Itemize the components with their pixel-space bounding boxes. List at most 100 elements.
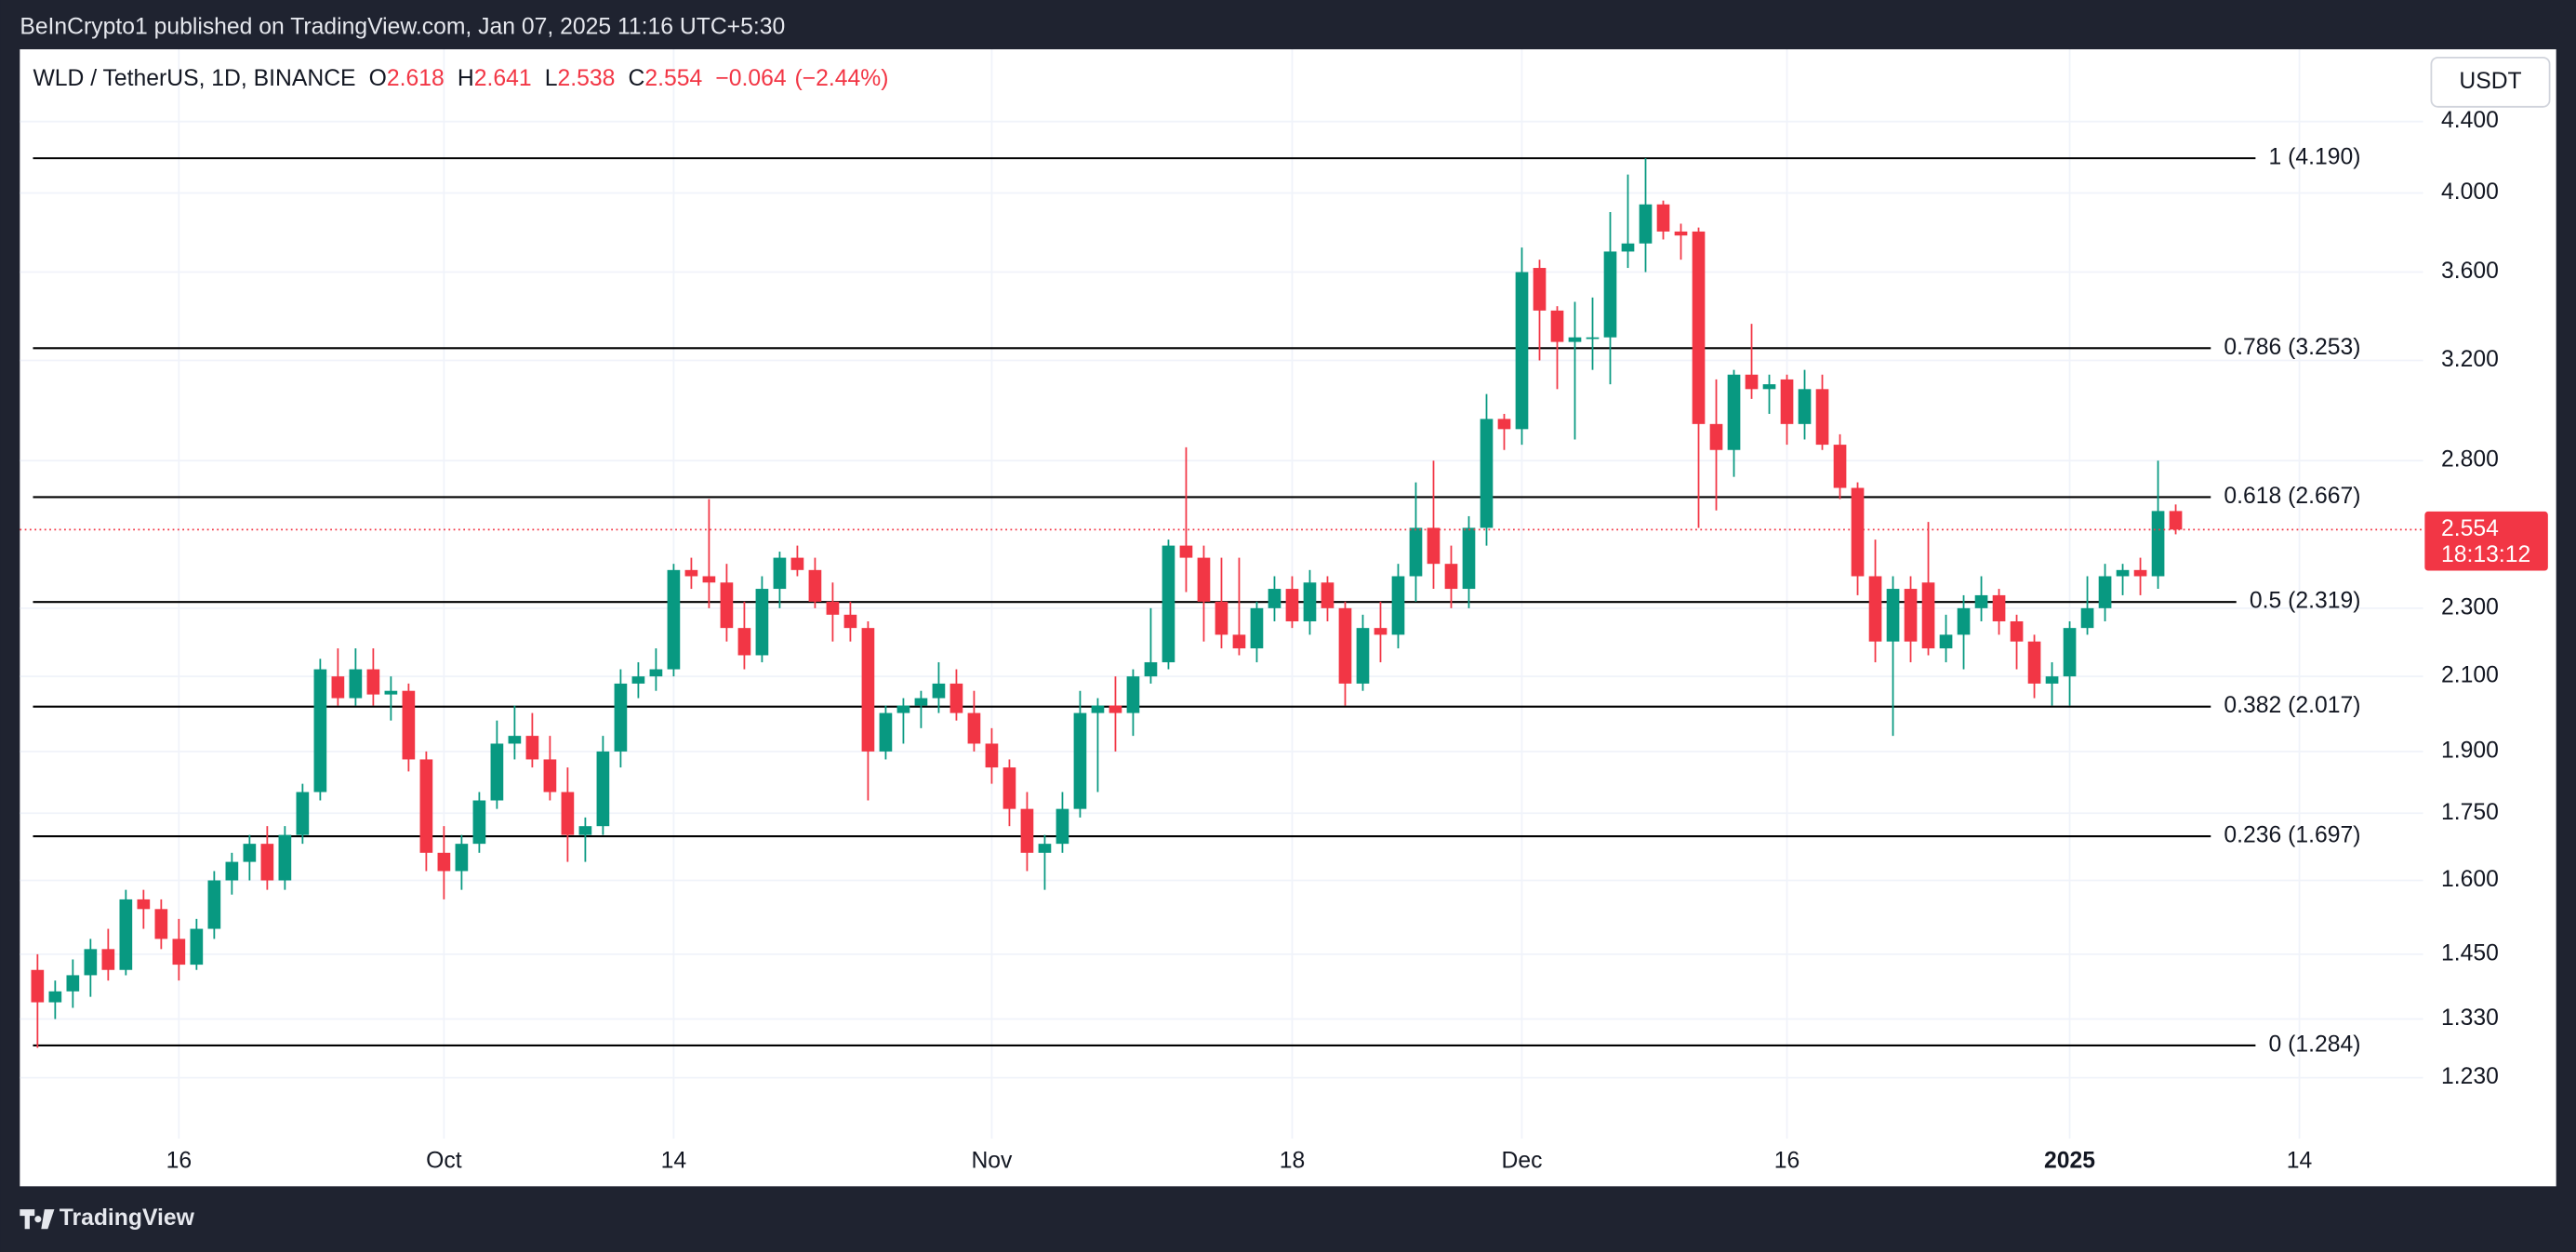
candle-body <box>879 713 893 752</box>
candle-body <box>508 736 522 744</box>
candle-body <box>525 736 539 760</box>
candle-body <box>1904 589 1918 642</box>
candle-body <box>649 669 663 677</box>
candle-body <box>2045 676 2059 684</box>
candle-body <box>2063 628 2077 677</box>
candle-body <box>1003 767 1016 809</box>
y-tick-label: 4.000 <box>2441 180 2499 205</box>
candle-body <box>1197 557 1211 602</box>
symbol: WLD / TetherUS, 1D, BINANCE <box>33 65 355 90</box>
y-tick-label: 1.450 <box>2441 940 2499 966</box>
y-tick-label: 3.600 <box>2441 259 2499 284</box>
candle-body <box>1762 384 1776 390</box>
brand: TradingView <box>60 1205 195 1231</box>
candle-body <box>2151 511 2165 577</box>
y-tick-label: 1.600 <box>2441 867 2499 892</box>
candle-body <box>1886 589 1900 642</box>
candle-body <box>1232 634 1246 649</box>
candle-body <box>720 582 734 629</box>
candle-body <box>84 949 98 976</box>
candle-body <box>614 683 628 752</box>
candle-body <box>790 557 804 570</box>
candle-body <box>243 844 257 862</box>
price-tag <box>2424 511 2548 571</box>
price-tag-value: 2.554 <box>2441 516 2499 541</box>
candle-body <box>667 569 681 670</box>
candle-body <box>755 589 769 656</box>
candle-body <box>172 939 186 966</box>
candle-body <box>737 628 751 656</box>
candle-body <box>1409 527 1423 577</box>
candle-body <box>1692 231 1706 424</box>
x-tick-label: 2025 <box>2044 1148 2095 1173</box>
candle-body <box>932 683 946 699</box>
candle-body <box>1374 628 1388 635</box>
fib-label: 0 (1.284) <box>2269 1032 2361 1057</box>
candle-body <box>1144 661 1158 677</box>
x-tick-label: 14 <box>2287 1148 2313 1173</box>
legend-close: 2.554 <box>644 65 702 90</box>
candle-body <box>1285 589 1299 621</box>
candle-body <box>949 683 963 713</box>
candle-body <box>2010 620 2024 642</box>
candle-body <box>2080 607 2094 629</box>
candle-body <box>207 880 221 929</box>
candle-body <box>1091 705 1105 713</box>
plot: 1 (4.190) 0.786 (3.253) 0.618 (2.667) 0.5 (… <box>20 145 2423 1057</box>
candle-body <box>190 928 204 966</box>
candle-body <box>1162 545 1175 662</box>
candle-body <box>1073 713 1087 809</box>
x-tick-label: 16 <box>1774 1148 1800 1173</box>
candle-body <box>490 743 504 801</box>
candle-body <box>1568 337 1582 342</box>
candle-body <box>1056 808 1069 845</box>
fib-label: 0.5 (2.319) <box>2250 589 2361 614</box>
ohlc-letter: C <box>628 65 644 90</box>
candle-body <box>1533 268 1547 311</box>
candle-body <box>1709 423 1723 450</box>
currency-box[interactable] <box>2430 56 2551 108</box>
candle-body <box>1480 419 1494 528</box>
candle-body <box>349 669 363 699</box>
candle-body <box>1126 676 1140 713</box>
candle-body <box>1921 582 1935 649</box>
candle-body <box>843 614 857 629</box>
ohlc-letter: O <box>369 65 387 90</box>
y-tick-label: 2.800 <box>2441 447 2499 473</box>
y-tick-label: 1.230 <box>2441 1064 2499 1089</box>
candle-body <box>472 800 486 845</box>
candle-body <box>66 975 80 992</box>
candle-body <box>1215 601 1228 635</box>
candle-body <box>1179 545 1193 558</box>
candle-body <box>1833 445 1847 488</box>
candle-body <box>1939 634 1953 649</box>
candle-body <box>1550 310 1564 342</box>
candle-body <box>2098 576 2112 608</box>
legend-low: 2.538 <box>558 65 616 90</box>
ohlc-letter: H <box>458 65 474 90</box>
candle-body <box>419 759 433 853</box>
candle-body <box>1356 628 1370 684</box>
y-tick-label: 1.330 <box>2441 1006 2499 1031</box>
candle-body <box>2133 569 2147 577</box>
candle-body <box>1798 389 1812 424</box>
candle-body <box>1391 576 1405 635</box>
candle-body <box>914 698 928 706</box>
candle-body <box>366 669 380 695</box>
candle-body <box>1656 204 1670 232</box>
candle-body <box>596 751 610 827</box>
x-tick-label: 16 <box>166 1148 193 1173</box>
candle-body <box>1020 808 1034 853</box>
grid <box>20 48 2423 1139</box>
legend-high: 2.641 <box>474 65 532 90</box>
logo-mark <box>20 1209 55 1230</box>
x-tick-label: Nov <box>971 1148 1013 1173</box>
candle-body <box>1338 607 1352 684</box>
candle-body <box>1427 527 1441 565</box>
x-tick-label: 14 <box>661 1148 687 1173</box>
candle-body <box>437 852 451 872</box>
candle-body <box>773 557 787 590</box>
fib-label: 0.786 (3.253) <box>2224 335 2360 360</box>
legend-open: 2.618 <box>387 65 445 90</box>
